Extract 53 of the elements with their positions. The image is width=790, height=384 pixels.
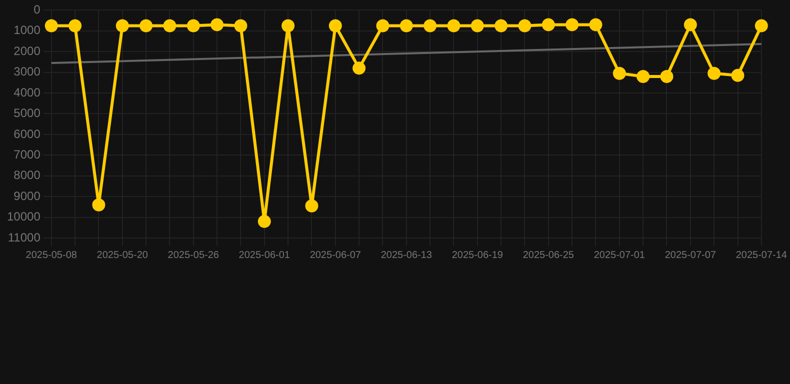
- x-tick-label: 2025-05-20: [96, 250, 148, 261]
- x-tick-label: 2025-06-13: [380, 250, 432, 261]
- point: [636, 70, 650, 83]
- y-tick-label: 1000: [14, 23, 41, 38]
- point: [282, 19, 295, 32]
- y-tick-label: 11000: [8, 230, 41, 244]
- point: [612, 66, 626, 80]
- point: [163, 19, 176, 32]
- point: [470, 19, 484, 32]
- point: [660, 70, 674, 83]
- y-tick-label: 4000: [14, 85, 41, 100]
- y-tick-label: 0: [34, 2, 41, 17]
- x-tick-label: 2025-05-08: [26, 250, 78, 261]
- point: [140, 19, 153, 32]
- y-tick-label: 7000: [14, 147, 41, 162]
- point: [258, 214, 271, 228]
- y-tick-label: 10000: [6, 210, 41, 224]
- point: [186, 19, 200, 32]
- point: [400, 19, 413, 32]
- point: [305, 199, 318, 212]
- y-tick-label: 5000: [14, 106, 41, 120]
- point: [708, 66, 721, 80]
- point: [352, 62, 366, 75]
- x-tick-label: 2025-06-25: [522, 250, 574, 261]
- point: [328, 19, 342, 32]
- x-tick-label: 2025-06-19: [452, 250, 504, 261]
- point: [684, 18, 697, 32]
- x-tick-label: 2025-07-07: [664, 250, 716, 261]
- point: [518, 19, 532, 32]
- x-tick-label: 2025-06-07: [310, 250, 362, 261]
- point: [566, 18, 579, 32]
- point: [424, 19, 437, 32]
- x-tick-label: 2025-07-01: [594, 250, 646, 261]
- point: [68, 19, 82, 32]
- point: [376, 19, 390, 32]
- point: [447, 19, 460, 32]
- point: [116, 19, 129, 32]
- y-tick-label: 3000: [14, 64, 41, 79]
- point: [542, 18, 555, 32]
- y-tick-label: 8000: [14, 168, 41, 182]
- point: [210, 18, 224, 32]
- x-tick-label: 2025-05-26: [168, 250, 220, 261]
- point: [92, 198, 106, 212]
- point: [731, 68, 744, 82]
- x-tick-label: 2025-07-14: [736, 250, 788, 261]
- y-tick-label: 2000: [14, 44, 41, 58]
- y-tick-label: 6000: [14, 126, 41, 141]
- x-tick-label: 2025-06-01: [238, 250, 290, 261]
- point: [494, 19, 508, 32]
- point: [754, 19, 768, 32]
- point: [234, 19, 248, 32]
- point: [589, 18, 602, 32]
- y-tick-label: 9000: [14, 188, 41, 203]
